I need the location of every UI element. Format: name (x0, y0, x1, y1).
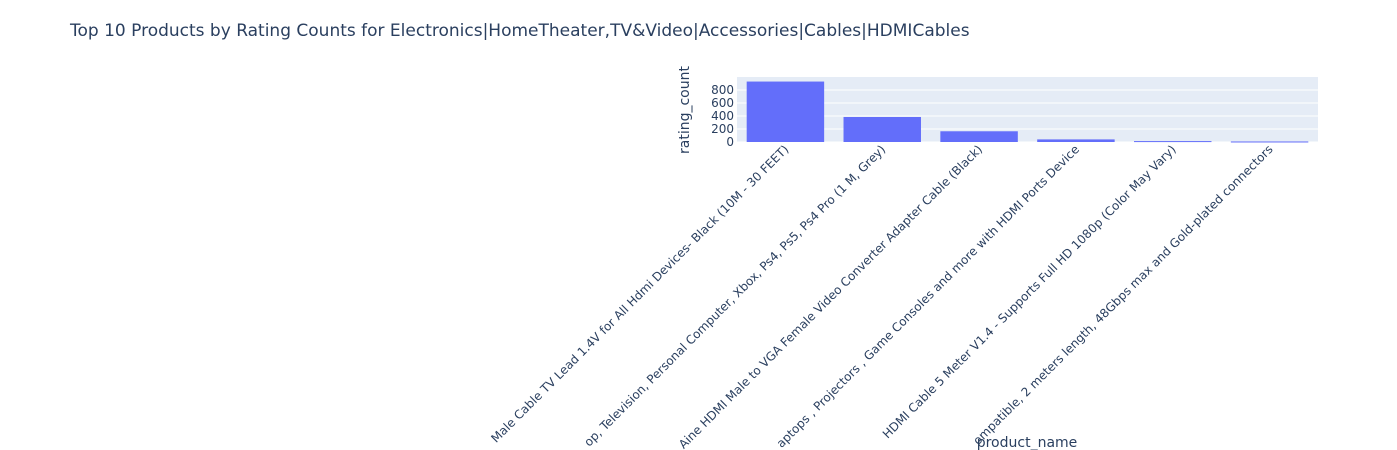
y-tick-label: 200 (711, 122, 734, 136)
bar (746, 81, 825, 142)
y-tick-label: 400 (711, 109, 734, 123)
y-tick-label: 800 (711, 83, 734, 97)
y-tick-label: 0 (726, 135, 734, 149)
plot-background (737, 77, 1318, 142)
y-axis-title: rating_count (677, 66, 693, 154)
bars (746, 81, 1309, 143)
bar (1037, 139, 1115, 142)
bar (843, 116, 921, 142)
y-tick-label: 600 (711, 96, 734, 110)
bar (1230, 141, 1309, 143)
x-axis-title: product_name (977, 435, 1078, 450)
x-tick-labels: Male Cable TV Lead 1.4V for All Hdmi Dev… (488, 142, 1275, 450)
x-tick-label: Aine HDMI Male to VGA Female Video Conve… (676, 142, 985, 450)
bar (1134, 141, 1212, 143)
grid-lines (737, 89, 1318, 143)
bar (940, 131, 1018, 142)
chart-title: Top 10 Products by Rating Counts for Ele… (70, 21, 970, 41)
